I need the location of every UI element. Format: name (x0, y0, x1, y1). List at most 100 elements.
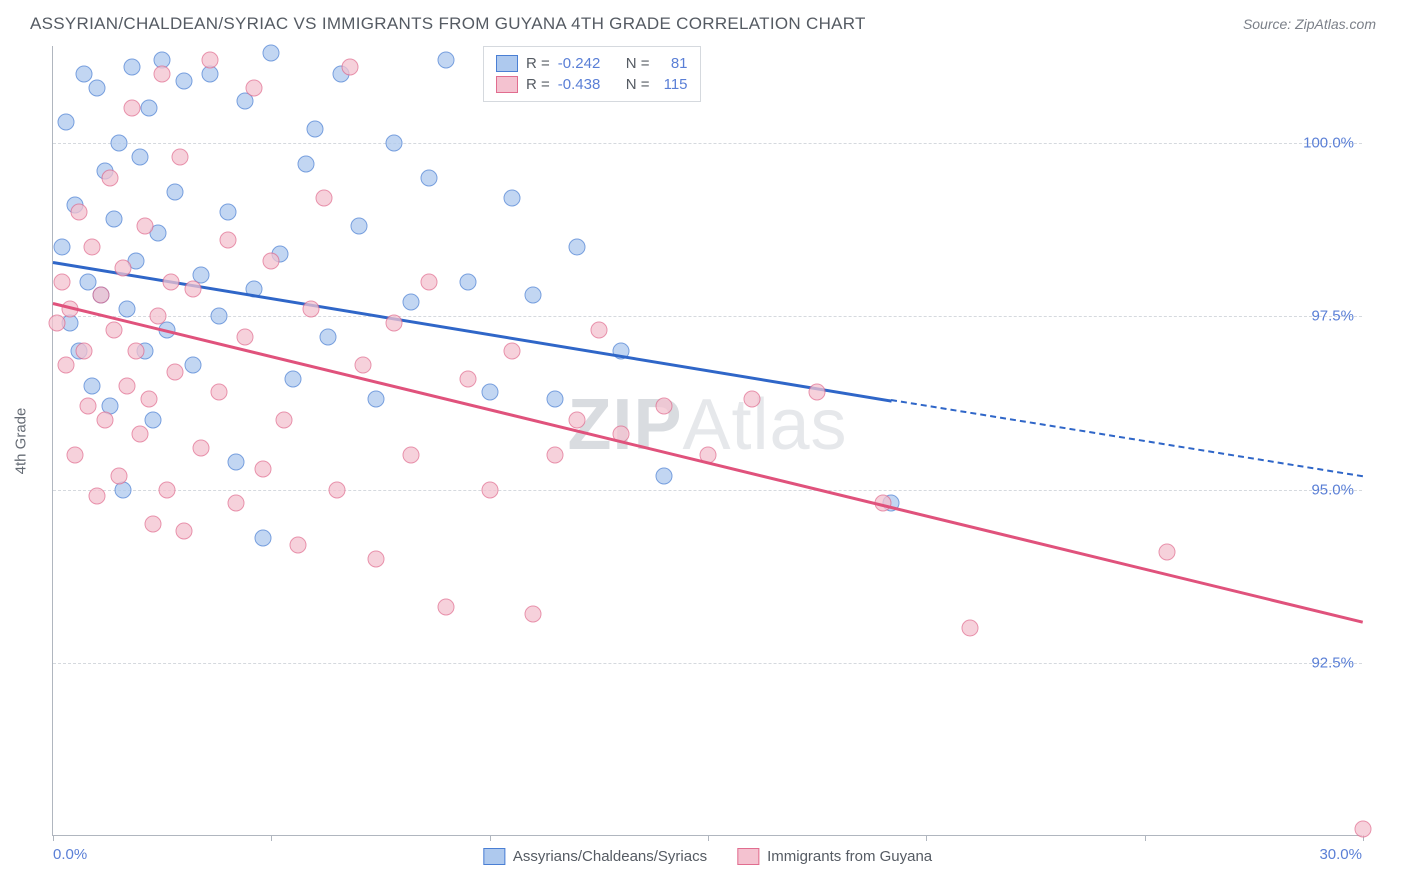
y-axis-title: 4th Grade (13, 407, 30, 474)
x-tick (708, 835, 709, 841)
data-point (285, 370, 302, 387)
data-point (184, 356, 201, 373)
data-point (176, 72, 193, 89)
data-point (228, 453, 245, 470)
y-tick-label: 92.5% (1311, 654, 1354, 671)
data-point (320, 329, 337, 346)
data-point (307, 121, 324, 138)
data-point (350, 218, 367, 235)
data-point (79, 398, 96, 415)
data-point (132, 426, 149, 443)
data-point (328, 481, 345, 498)
data-point (355, 356, 372, 373)
data-point (481, 481, 498, 498)
gridline (53, 143, 1362, 144)
data-point (962, 620, 979, 637)
data-point (809, 384, 826, 401)
scatter-plot-area: 4th Grade ZIPAtlas R = -0.242N = 81R = -… (52, 46, 1362, 836)
data-point (547, 446, 564, 463)
data-point (254, 530, 271, 547)
data-point (79, 273, 96, 290)
data-point (569, 238, 586, 255)
data-point (106, 322, 123, 339)
x-tick (1145, 835, 1146, 841)
chart-source: Source: ZipAtlas.com (1243, 16, 1376, 32)
data-point (420, 169, 437, 186)
y-tick-label: 97.5% (1311, 308, 1354, 325)
data-point (420, 273, 437, 290)
data-point (569, 412, 586, 429)
data-point (459, 370, 476, 387)
legend-swatch (496, 76, 518, 93)
data-point (368, 550, 385, 567)
data-point (58, 356, 75, 373)
data-point (123, 58, 140, 75)
x-max-label: 30.0% (1319, 846, 1362, 863)
data-point (1355, 821, 1372, 838)
data-point (590, 322, 607, 339)
data-point (368, 391, 385, 408)
data-point (119, 377, 136, 394)
data-point (158, 481, 175, 498)
data-point (302, 301, 319, 318)
x-tick (926, 835, 927, 841)
data-point (114, 259, 131, 276)
data-point (263, 44, 280, 61)
data-point (438, 599, 455, 616)
legend-swatch (737, 848, 759, 865)
data-point (167, 183, 184, 200)
data-point (385, 135, 402, 152)
data-point (141, 100, 158, 117)
data-point (145, 516, 162, 533)
correlation-legend: R = -0.242N = 81R = -0.438N = 115 (483, 46, 701, 102)
data-point (162, 273, 179, 290)
data-point (110, 467, 127, 484)
data-point (193, 439, 210, 456)
data-point (75, 342, 92, 359)
gridline (53, 663, 1362, 664)
data-point (289, 536, 306, 553)
data-point (525, 606, 542, 623)
data-point (184, 280, 201, 297)
data-point (438, 51, 455, 68)
data-point (210, 384, 227, 401)
x-tick (490, 835, 491, 841)
series-legend: Assyrians/Chaldeans/Syriacs Immigrants fr… (483, 848, 932, 865)
y-tick-label: 100.0% (1303, 135, 1354, 152)
data-point (167, 363, 184, 380)
data-point (743, 391, 760, 408)
data-point (228, 495, 245, 512)
data-point (154, 65, 171, 82)
series-legend-item: Assyrians/Chaldeans/Syriacs (483, 848, 707, 865)
legend-swatch (496, 55, 518, 72)
data-point (656, 398, 673, 415)
data-point (58, 114, 75, 131)
trend-extension (891, 399, 1363, 477)
data-point (110, 135, 127, 152)
data-point (53, 273, 70, 290)
data-point (503, 342, 520, 359)
data-point (97, 412, 114, 429)
x-tick (53, 835, 54, 841)
data-point (403, 446, 420, 463)
data-point (145, 412, 162, 429)
data-point (123, 100, 140, 117)
data-point (101, 169, 118, 186)
data-point (219, 232, 236, 249)
data-point (132, 148, 149, 165)
data-point (176, 523, 193, 540)
data-point (219, 204, 236, 221)
legend-swatch (483, 848, 505, 865)
data-point (1158, 543, 1175, 560)
trend-line (53, 302, 1364, 623)
series-legend-item: Immigrants from Guyana (737, 848, 932, 865)
data-point (481, 384, 498, 401)
data-point (315, 190, 332, 207)
gridline (53, 316, 1362, 317)
data-point (276, 412, 293, 429)
data-point (136, 218, 153, 235)
data-point (459, 273, 476, 290)
data-point (71, 204, 88, 221)
x-tick (271, 835, 272, 841)
gridline (53, 490, 1362, 491)
